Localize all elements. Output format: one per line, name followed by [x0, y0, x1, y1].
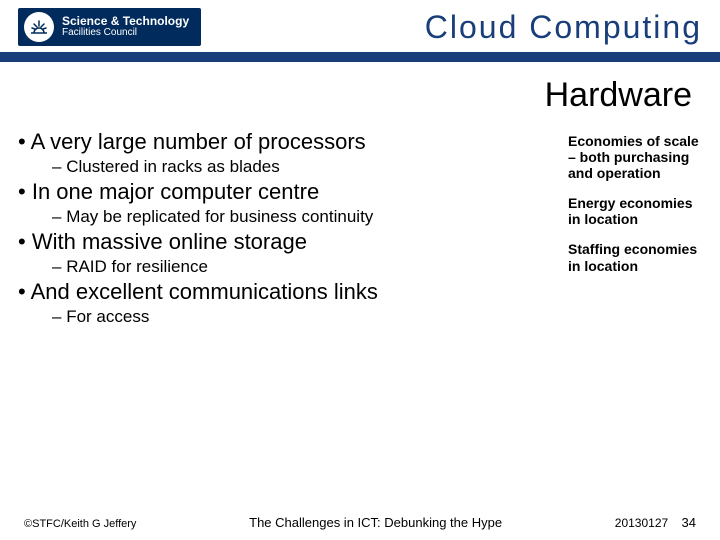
logo-text: Science & Technology Facilities Council: [62, 15, 189, 38]
logo-line2: Facilities Council: [62, 28, 189, 39]
footer-title: The Challenges in ICT: Debunking the Hyp…: [249, 515, 502, 530]
slide-footer: ©STFC/Keith G Jeffery The Challenges in …: [0, 515, 720, 530]
bullet-level2: RAID for resilience: [52, 257, 562, 277]
side-note: Economies of scale – both purchasing and…: [568, 133, 702, 181]
slide-series-title: Cloud Computing: [425, 9, 702, 46]
slide-title: Hardware: [0, 62, 720, 123]
bullet-level2: May be replicated for business continuit…: [52, 207, 562, 227]
footer-date: 20130127: [615, 516, 668, 530]
bullet-level2: For access: [52, 307, 562, 327]
slide-header: Science & Technology Facilities Council …: [0, 0, 720, 52]
side-note: Staffing economies in location: [568, 241, 702, 273]
bullet-level1: And excellent communications links: [18, 279, 562, 305]
bullet-level1: A very large number of processors: [18, 129, 562, 155]
bullet-level2: Clustered in racks as blades: [52, 157, 562, 177]
bullet-level1: In one major computer centre: [18, 179, 562, 205]
footer-right: 20130127 34: [615, 515, 696, 530]
footer-copyright: ©STFC/Keith G Jeffery: [24, 518, 136, 530]
slide-body: A very large number of processorsCluster…: [0, 123, 720, 329]
side-note: Energy economies in location: [568, 195, 702, 227]
header-divider-bar: [0, 52, 720, 62]
stfc-logo: Science & Technology Facilities Council: [18, 8, 201, 46]
side-notes-column: Economies of scale – both purchasing and…: [562, 129, 702, 329]
bullet-column: A very large number of processorsCluster…: [18, 129, 562, 329]
footer-page-number: 34: [682, 515, 696, 530]
bullet-level1: With massive online storage: [18, 229, 562, 255]
sunrise-icon: [24, 12, 54, 42]
